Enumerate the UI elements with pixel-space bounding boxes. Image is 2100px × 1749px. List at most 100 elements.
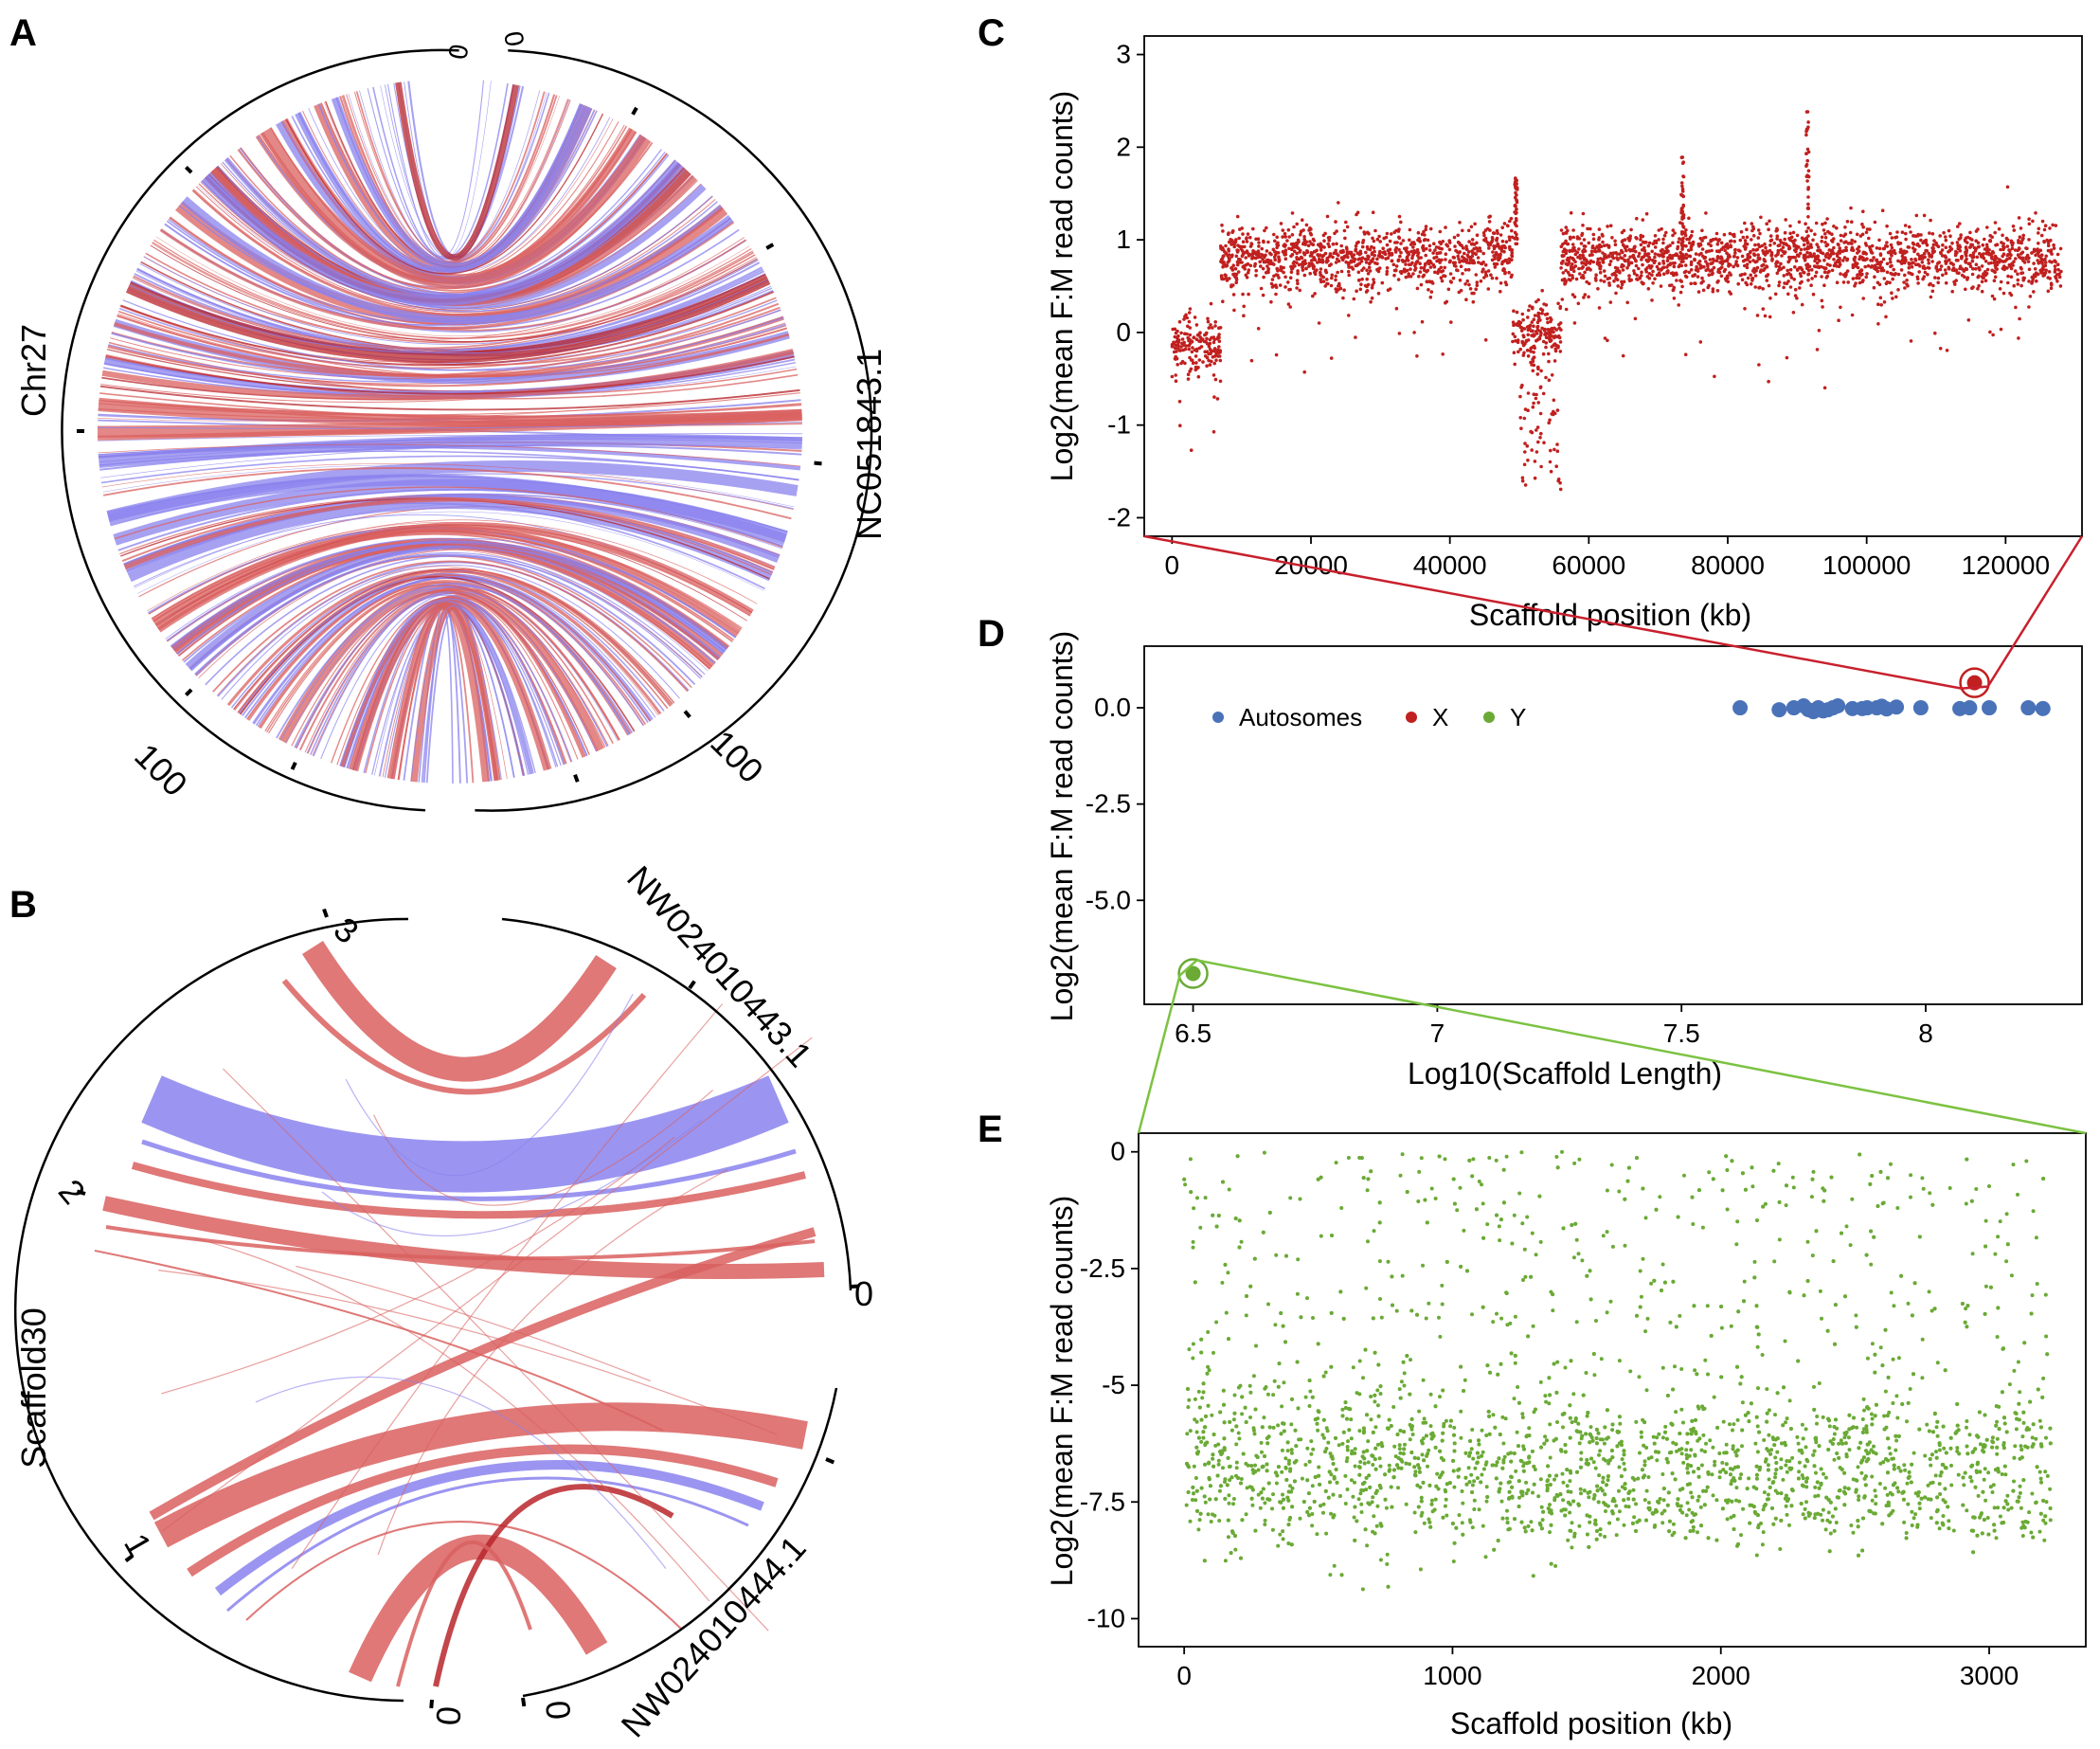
panel-c-point <box>1743 246 1748 250</box>
panel-c-point <box>1231 263 1235 268</box>
panel-c-point <box>1738 273 1743 278</box>
panel-c-point <box>1427 288 1430 292</box>
panel-c-point <box>1824 243 1828 248</box>
panel-c-point <box>1841 234 1846 238</box>
panel-c-point <box>1577 247 1581 251</box>
panel-c-point <box>1549 334 1553 338</box>
panel-c-point <box>1356 270 1361 275</box>
panel-c-point <box>1970 243 1975 247</box>
panel-c-point <box>1343 236 1347 241</box>
panel-b-tick-mark <box>825 1457 835 1465</box>
panel-c-point <box>1806 215 1810 219</box>
panel-c-point <box>2053 264 2057 268</box>
panel-a-chord <box>176 540 727 655</box>
panel-c-point <box>1904 259 1908 263</box>
panel-c-point <box>1477 261 1481 264</box>
panel-e-point <box>1529 1520 1534 1524</box>
panel-c-point <box>1805 158 1809 163</box>
panel-c-point <box>1206 316 1210 321</box>
panel-e-point <box>1513 1361 1517 1365</box>
panel-c-point <box>1921 241 1925 245</box>
panel-c-point <box>2000 241 2003 244</box>
panel-c-point <box>1991 333 1995 337</box>
panel-c-point <box>1752 253 1757 258</box>
panel-c-point <box>1795 253 1800 258</box>
panel-c-point <box>1170 374 1175 379</box>
panel-c-point <box>1651 269 1655 274</box>
panel-c-point <box>1261 253 1265 258</box>
panel-e-point <box>1887 1410 1892 1415</box>
panel-a-chord <box>359 90 541 261</box>
panel-d-point-autosomes <box>2020 700 2037 716</box>
panel-c-point <box>1437 258 1441 262</box>
panel-c-point <box>1842 241 1846 244</box>
panel-c-point <box>1417 274 1421 279</box>
panel-c-point <box>1490 235 1495 240</box>
panel-c-point <box>1779 267 1784 271</box>
panel-c-point <box>1977 244 1981 249</box>
panel-c-point <box>1872 285 1876 290</box>
panel-c-point <box>1980 279 1984 284</box>
panel-a-chord <box>194 551 706 676</box>
panel-c-point <box>1756 253 1760 257</box>
panel-c-point <box>1743 239 1748 243</box>
panel-c-point <box>1593 246 1597 251</box>
panel-c-point <box>1483 338 1488 342</box>
panel-c-point <box>1884 243 1888 248</box>
panel-c-point <box>1354 335 1357 339</box>
panel-c-point <box>1240 226 1244 230</box>
panel-c-point <box>2019 226 2023 230</box>
panel-c-point <box>1761 307 1766 311</box>
panel-c-point <box>1683 274 1688 279</box>
panel-c-point <box>1968 237 1972 241</box>
panel-c-point <box>1486 269 1491 273</box>
panel-c-point <box>1598 263 1602 268</box>
panel-c-point <box>1455 268 1459 272</box>
panel-c-point <box>1373 253 1376 258</box>
panel-c-point <box>1438 246 1442 251</box>
panel-c-point <box>1404 275 1409 279</box>
panel-c-point <box>1360 277 1364 281</box>
panel-c-point <box>1337 281 1341 286</box>
panel-c-point <box>1223 273 1228 278</box>
panel-c-point <box>1678 256 1681 261</box>
panel-c-point <box>1954 252 1958 256</box>
panel-c-point <box>1272 232 1276 237</box>
panel-c-point <box>1335 242 1338 246</box>
panel-c-point <box>1532 344 1536 349</box>
panel-c-point <box>1903 286 1907 290</box>
panel-c-point <box>1442 274 1445 278</box>
panel-c-point <box>1903 224 1908 227</box>
panel-c-point <box>2003 259 2007 263</box>
panel-b-chord <box>281 979 647 1095</box>
panel-c-point <box>1474 287 1478 292</box>
panel-c-point <box>1959 236 1963 240</box>
panel-c-point <box>1195 366 1199 370</box>
panel-b-chord <box>349 1534 608 1683</box>
panel-c-point <box>1971 285 1975 289</box>
panel-b-chord <box>131 1162 806 1219</box>
panel-c-point <box>1971 266 1975 271</box>
panel-c-point <box>2040 219 2045 224</box>
panel-a-chord <box>258 580 632 734</box>
panel-c-point <box>1756 256 1761 261</box>
panel-c-point <box>1816 257 1820 261</box>
panel-c-point <box>1212 361 1216 366</box>
panel-c-point <box>1701 288 1706 293</box>
panel-c-point <box>1707 242 1711 246</box>
panel-c-point <box>1530 334 1534 337</box>
panel-e-point <box>1872 1444 1876 1449</box>
panel-c-point <box>1745 242 1750 246</box>
panel-c-point <box>1692 274 1696 278</box>
panel-c-point <box>1933 331 1937 335</box>
panel-a-chord <box>276 583 630 739</box>
panel-c-point <box>1514 217 1518 221</box>
panel-c-point <box>1476 256 1481 260</box>
panel-c-point <box>1475 241 1479 245</box>
panel-d-y-axis-label: Log2(mean F:M read counts) <box>1045 631 1079 1022</box>
panel-c-point <box>2021 233 2025 238</box>
panel-e-point <box>1585 1414 1589 1418</box>
panel-c-point <box>1188 326 1193 330</box>
panel-c-point <box>2046 289 2051 294</box>
panel-c-point <box>1888 280 1892 285</box>
